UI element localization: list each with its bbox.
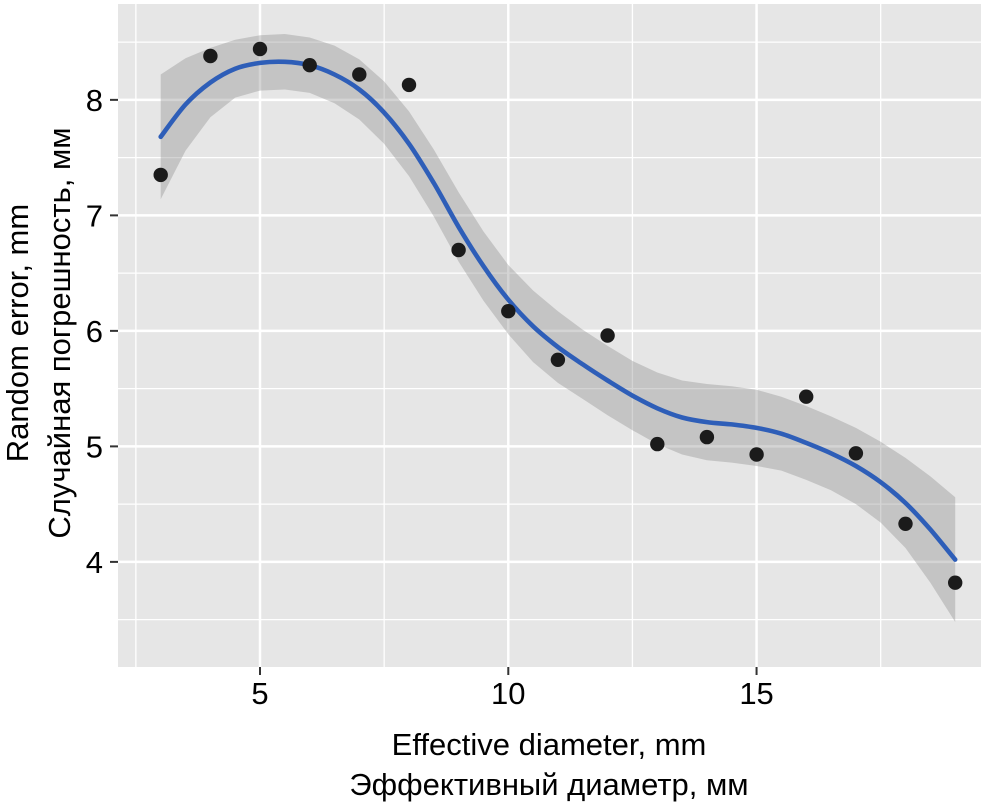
data-point <box>153 167 168 183</box>
x-tick-label: 15 <box>739 676 773 711</box>
data-point <box>898 516 913 531</box>
data-point <box>451 242 466 258</box>
data-point <box>401 77 417 93</box>
data-point <box>302 57 317 73</box>
data-point <box>848 446 864 461</box>
x-tick-label: 5 <box>251 676 268 711</box>
y-tick-label: 5 <box>86 429 103 464</box>
confidence-band <box>160 34 956 622</box>
y-axis-title-en: Random error, mm <box>0 204 35 462</box>
data-point <box>799 389 814 404</box>
data-point <box>352 67 367 82</box>
y-tick-label: 6 <box>86 314 103 349</box>
data-point <box>948 575 963 590</box>
data-point <box>650 436 665 452</box>
plot-layer: 5 10 15 4 5 6 7 8 <box>86 4 981 711</box>
data-point <box>501 304 516 319</box>
y-tick-label: 4 <box>86 545 103 580</box>
y-tick-label: 7 <box>86 198 103 233</box>
plot-panel <box>118 4 981 667</box>
trend-line <box>158 59 958 562</box>
data-point <box>550 352 566 367</box>
data-point <box>749 447 764 462</box>
y-axis-title-ru: Случайная погрешность, мм <box>42 127 77 538</box>
data-point <box>203 48 218 64</box>
x-axis-title-ru: Эффективный диаметр, мм <box>349 767 748 802</box>
data-point <box>699 429 715 445</box>
data-point <box>600 328 615 343</box>
x-axis-title-en: Effective diameter, mm <box>392 727 707 762</box>
y-tick-label: 8 <box>86 83 103 118</box>
data-point <box>252 41 268 57</box>
x-tick-label: 10 <box>491 676 525 711</box>
